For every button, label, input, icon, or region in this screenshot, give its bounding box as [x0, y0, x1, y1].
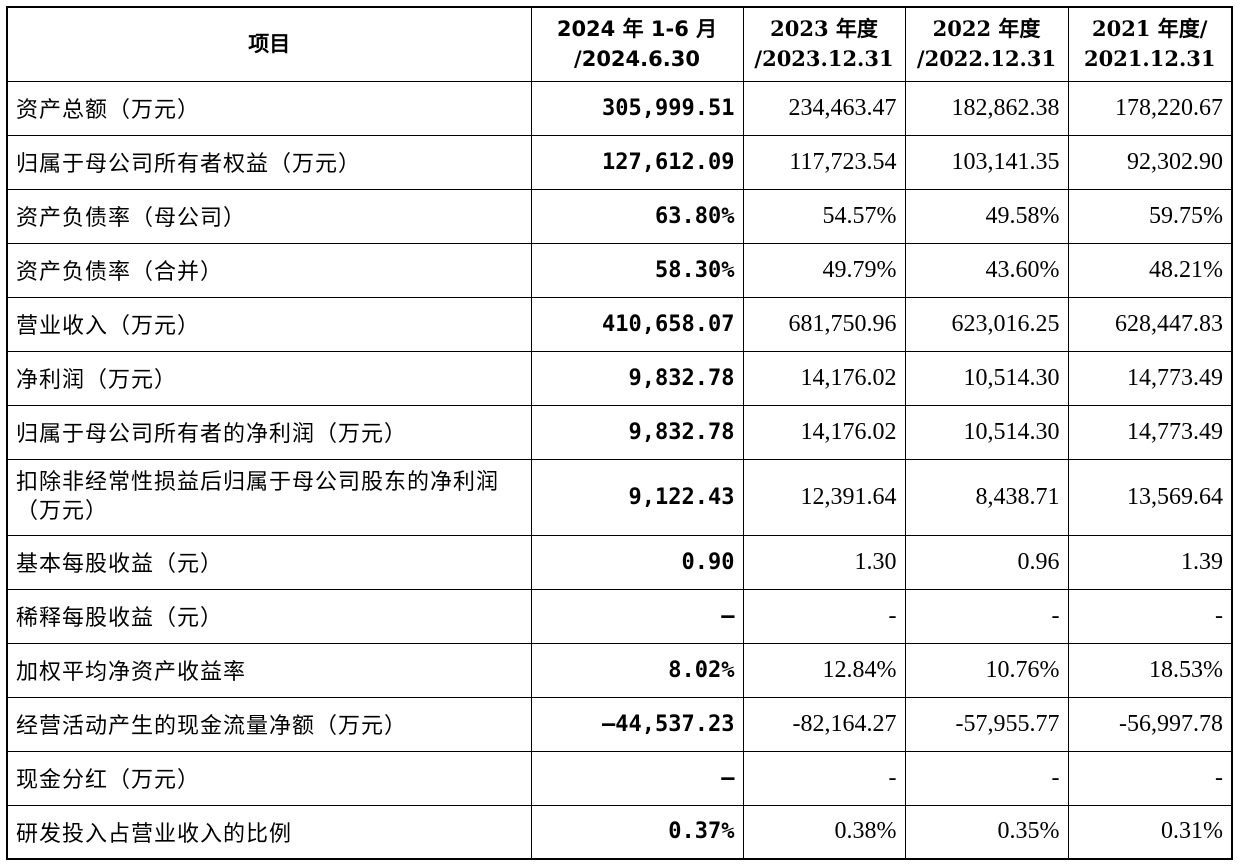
value-2024h1: 0.37% [530, 804, 744, 860]
value-2024h1: 9,832.78 [530, 404, 744, 460]
value-2023: - [742, 750, 906, 806]
row-label: 扣除非经常性损益后归属于母公司股东的净利润（万元） [6, 458, 532, 536]
value-2024h1: – [530, 750, 744, 806]
table-row: 基本每股收益（元） 0.90 1.30 0.96 1.39 [6, 534, 1233, 590]
row-label: 基本每股收益（元） [6, 534, 532, 590]
table-row: 营业收入（万元） 410,658.07 681,750.96 623,016.25 62… [6, 296, 1233, 352]
row-label: 净利润（万元） [6, 350, 532, 406]
value-2023: 14,176.02 [742, 404, 906, 460]
table-row: 归属于母公司所有者的净利润（万元） 9,832.78 14,176.02 10,514… [6, 404, 1233, 460]
value-2023: 12.84% [742, 642, 906, 698]
value-2021: 178,220.67 [1067, 80, 1233, 136]
financial-summary-table: 项目 2024 年 1-6 月/2024.6.30 2023 年度/2023.1… [6, 6, 1233, 860]
value-2021: 18.53% [1067, 642, 1233, 698]
value-2021: - [1067, 750, 1233, 806]
row-label: 现金分红（万元） [6, 750, 532, 806]
value-2021: 14,773.49 [1067, 404, 1233, 460]
table-row: 归属于母公司所有者权益（万元） 127,612.09 117,723.54 103,1… [6, 134, 1233, 190]
value-2024h1: 8.02% [530, 642, 744, 698]
row-label: 经营活动产生的现金流量净额（万元） [6, 696, 532, 752]
value-2022: 43.60% [904, 242, 1069, 298]
value-2023: 681,750.96 [742, 296, 906, 352]
row-label: 营业收入（万元） [6, 296, 532, 352]
value-2022: - [904, 750, 1069, 806]
value-2023: 49.79% [742, 242, 906, 298]
table-row: 资产负债率（母公司） 63.80% 54.57% 49.58% 59.75% [6, 188, 1233, 244]
value-2024h1: 305,999.51 [530, 80, 744, 136]
financial-table-container: 项目 2024 年 1-6 月/2024.6.30 2023 年度/2023.1… [6, 6, 1233, 860]
value-2021: 92,302.90 [1067, 134, 1233, 190]
value-2024h1: 9,832.78 [530, 350, 744, 406]
value-2022: 0.96 [904, 534, 1069, 590]
value-2022: 10,514.30 [904, 404, 1069, 460]
header-item: 项目 [6, 6, 532, 82]
value-2022: 10,514.30 [904, 350, 1069, 406]
table-row: 加权平均净资产收益率 8.02% 12.84% 10.76% 18.53% [6, 642, 1233, 698]
value-2024h1: –44,537.23 [530, 696, 744, 752]
value-2021: 48.21% [1067, 242, 1233, 298]
value-2022: 103,141.35 [904, 134, 1069, 190]
value-2024h1: – [530, 588, 744, 644]
value-2021: 1.39 [1067, 534, 1233, 590]
row-label: 稀释每股收益（元） [6, 588, 532, 644]
value-2024h1: 63.80% [530, 188, 744, 244]
value-2023: 54.57% [742, 188, 906, 244]
value-2023: 234,463.47 [742, 80, 906, 136]
value-2023: -82,164.27 [742, 696, 906, 752]
row-label: 归属于母公司所有者的净利润（万元） [6, 404, 532, 460]
value-2021: 13,569.64 [1067, 458, 1233, 536]
row-label: 资产总额（万元） [6, 80, 532, 136]
row-label: 加权平均净资产收益率 [6, 642, 532, 698]
value-2022: 623,016.25 [904, 296, 1069, 352]
table-row: 现金分红（万元） – - - - [6, 750, 1233, 806]
value-2022: - [904, 588, 1069, 644]
header-2024h1: 2024 年 1-6 月/2024.6.30 [530, 6, 744, 82]
value-2022: 182,862.38 [904, 80, 1069, 136]
value-2022: 49.58% [904, 188, 1069, 244]
value-2022: 0.35% [904, 804, 1069, 860]
value-2023: 14,176.02 [742, 350, 906, 406]
value-2023: - [742, 588, 906, 644]
table-row: 扣除非经常性损益后归属于母公司股东的净利润（万元） 9,122.43 12,391.… [6, 458, 1233, 536]
value-2024h1: 9,122.43 [530, 458, 744, 536]
value-2022: 10.76% [904, 642, 1069, 698]
value-2021: 628,447.83 [1067, 296, 1233, 352]
value-2021: 14,773.49 [1067, 350, 1233, 406]
value-2021: - [1067, 588, 1233, 644]
value-2023: 0.38% [742, 804, 906, 860]
value-2023: 117,723.54 [742, 134, 906, 190]
header-2022: 2022 年度/2022.12.31 [904, 6, 1069, 82]
table-row: 资产总额（万元） 305,999.51 234,463.47 182,862.38 17… [6, 80, 1233, 136]
value-2021: -56,997.78 [1067, 696, 1233, 752]
row-label: 资产负债率（母公司） [6, 188, 532, 244]
value-2023: 12,391.64 [742, 458, 906, 536]
table-row: 经营活动产生的现金流量净额（万元） –44,537.23 -82,164.27 -57… [6, 696, 1233, 752]
header-2021: 2021 年度/2021.12.31 [1067, 6, 1233, 82]
row-label: 研发投入占营业收入的比例 [6, 804, 532, 860]
table-row: 研发投入占营业收入的比例 0.37% 0.38% 0.35% 0.31% [6, 804, 1233, 860]
value-2022: 8,438.71 [904, 458, 1069, 536]
row-label: 归属于母公司所有者权益（万元） [6, 134, 532, 190]
table-row: 稀释每股收益（元） – - - - [6, 588, 1233, 644]
value-2022: -57,955.77 [904, 696, 1069, 752]
table-row: 净利润（万元） 9,832.78 14,176.02 10,514.30 14,773.… [6, 350, 1233, 406]
row-label: 资产负债率（合并） [6, 242, 532, 298]
value-2021: 0.31% [1067, 804, 1233, 860]
value-2021: 59.75% [1067, 188, 1233, 244]
value-2024h1: 410,658.07 [530, 296, 744, 352]
value-2024h1: 58.30% [530, 242, 744, 298]
table-header-row: 项目 2024 年 1-6 月/2024.6.30 2023 年度/2023.1… [6, 6, 1233, 82]
value-2024h1: 127,612.09 [530, 134, 744, 190]
header-2023: 2023 年度/2023.12.31 [742, 6, 906, 82]
value-2023: 1.30 [742, 534, 906, 590]
table-row: 资产负债率（合并） 58.30% 49.79% 43.60% 48.21% [6, 242, 1233, 298]
value-2024h1: 0.90 [530, 534, 744, 590]
